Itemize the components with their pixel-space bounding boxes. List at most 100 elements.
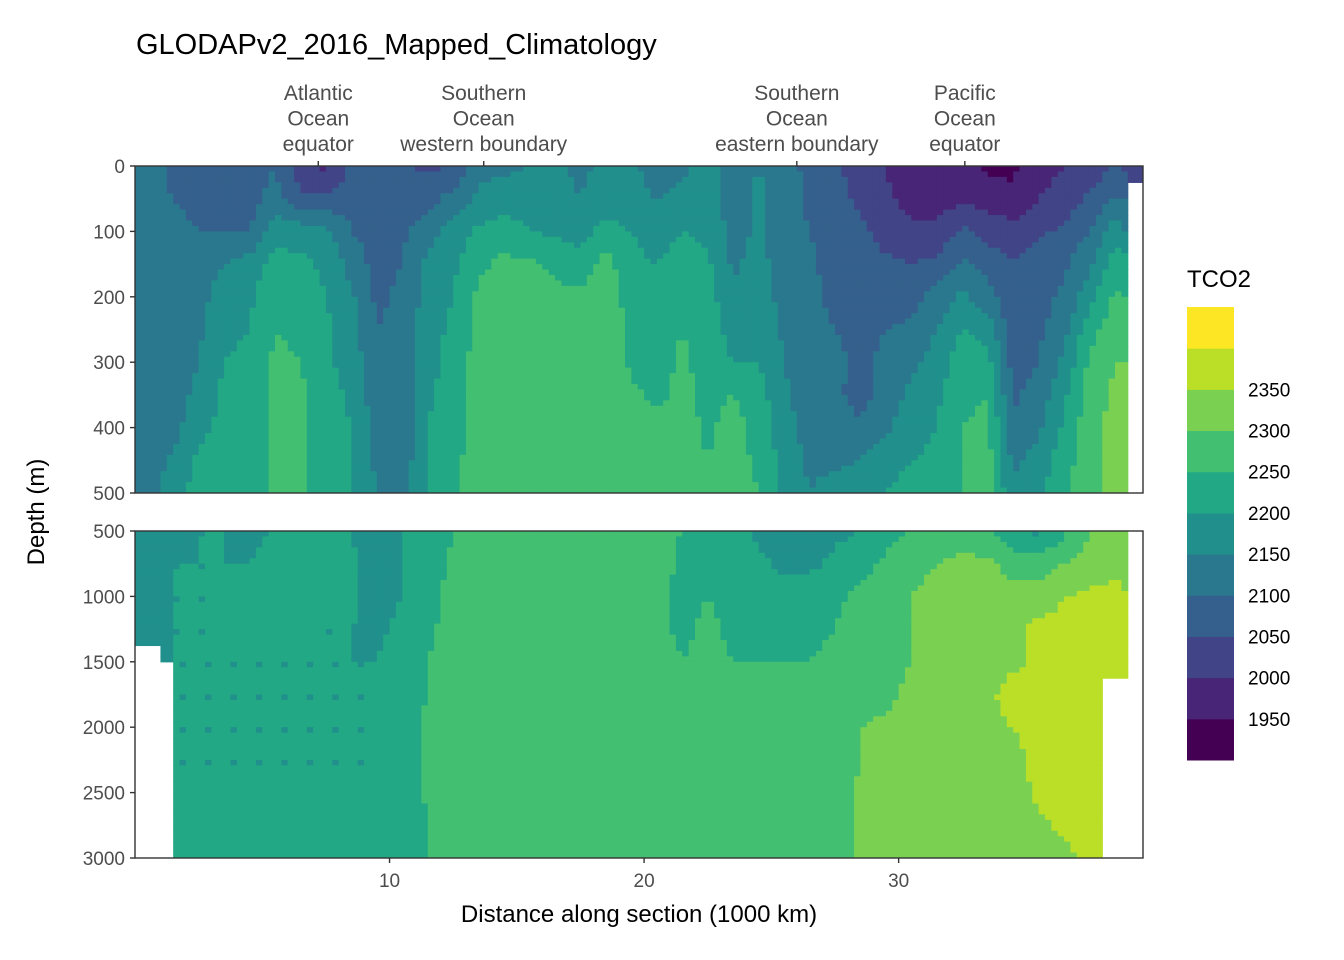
contour-cell <box>364 242 372 249</box>
contour-cell <box>707 215 715 222</box>
contour-cell <box>154 269 162 276</box>
contour-cell <box>383 182 391 189</box>
contour-cell <box>911 313 919 320</box>
contour-cell <box>351 236 359 243</box>
contour-cell <box>707 231 715 238</box>
contour-cell <box>287 225 295 232</box>
contour-cell <box>154 204 162 211</box>
contour-cell <box>313 215 321 222</box>
contour-cell <box>459 204 467 211</box>
contour-cell <box>555 209 562 216</box>
contour-cell <box>478 313 486 320</box>
contour-cell <box>243 324 251 331</box>
contour-cell <box>402 193 410 200</box>
contour-cell <box>936 258 944 265</box>
contour-cell <box>1095 193 1103 200</box>
contour-cell <box>357 324 365 331</box>
contour-cell <box>745 324 753 331</box>
contour-cell <box>364 166 372 173</box>
contour-cell <box>287 171 295 178</box>
contour-cell <box>287 204 295 211</box>
contour-cell <box>268 193 276 200</box>
contour-cell <box>924 220 932 227</box>
contour-cell <box>758 302 766 309</box>
contour-cell <box>351 275 359 282</box>
contour-cell <box>478 264 486 271</box>
contour-cell <box>1000 225 1008 232</box>
contour-cell <box>408 182 416 189</box>
contour-cell <box>771 280 779 287</box>
contour-cell <box>898 225 906 232</box>
contour-cell <box>943 242 951 249</box>
contour-cell <box>555 275 562 282</box>
contour-cell <box>911 215 919 222</box>
contour-cell <box>1057 275 1065 282</box>
contour-cell <box>663 264 671 271</box>
contour-cell <box>1127 176 1135 183</box>
contour-cell <box>370 280 378 287</box>
contour-cell <box>453 182 461 189</box>
contour-cell <box>300 253 308 260</box>
contour-cell <box>268 324 276 331</box>
section-marker-label: Atlantic <box>284 82 353 105</box>
contour-cell <box>275 198 282 205</box>
contour-cell <box>790 302 798 309</box>
contour-cell <box>1121 171 1129 178</box>
contour-cell <box>644 313 652 320</box>
contour-cell <box>809 242 817 249</box>
contour-cell <box>529 258 537 265</box>
contour-cell <box>866 258 874 265</box>
contour-cell <box>192 236 200 243</box>
contour-cell <box>446 198 454 205</box>
contour-cell <box>434 307 442 314</box>
contour-cell <box>758 242 766 249</box>
contour-cell <box>898 215 906 222</box>
contour-cell <box>669 215 677 222</box>
contour-cell <box>682 193 690 200</box>
contour-cell <box>1019 296 1027 303</box>
contour-cell <box>166 171 174 178</box>
contour-cell <box>383 318 391 325</box>
contour-cell <box>370 231 378 238</box>
contour-cell <box>395 176 403 183</box>
contour-cell <box>905 313 912 320</box>
contour-cell <box>236 193 244 200</box>
contour-cell <box>1115 193 1122 200</box>
contour-cell <box>803 166 811 173</box>
contour-cell <box>160 302 168 309</box>
contour-cell <box>631 313 639 320</box>
contour-cell <box>192 324 200 331</box>
contour-cell <box>370 204 378 211</box>
contour-cell <box>370 236 378 243</box>
contour-cell <box>567 302 575 309</box>
contour-cell <box>485 334 492 341</box>
contour-cell <box>618 225 626 232</box>
contour-cell <box>1006 307 1014 314</box>
contour-cell <box>720 198 728 205</box>
contour-cell <box>459 182 467 189</box>
contour-cell <box>249 258 257 265</box>
contour-cell <box>459 215 467 222</box>
contour-cell <box>1051 329 1059 336</box>
contour-cell <box>415 264 422 271</box>
contour-cell <box>631 247 639 254</box>
contour-cell <box>599 242 607 249</box>
contour-cell <box>510 302 518 309</box>
contour-cell <box>217 176 225 183</box>
contour-cell <box>975 269 982 276</box>
contour-cell <box>663 302 671 309</box>
contour-cell <box>478 318 486 325</box>
contour-cell <box>1102 302 1110 309</box>
contour-cell <box>1032 280 1040 287</box>
contour-cell <box>1057 182 1065 189</box>
contour-cell <box>714 264 722 271</box>
contour-cell <box>695 236 702 243</box>
contour-cell <box>313 253 321 260</box>
contour-cell <box>1095 318 1103 325</box>
contour-cell <box>249 198 257 205</box>
contour-cell <box>1108 187 1116 194</box>
contour-cell <box>300 313 308 320</box>
contour-cell <box>765 285 772 292</box>
contour-cell <box>612 253 620 260</box>
contour-cell <box>936 236 944 243</box>
